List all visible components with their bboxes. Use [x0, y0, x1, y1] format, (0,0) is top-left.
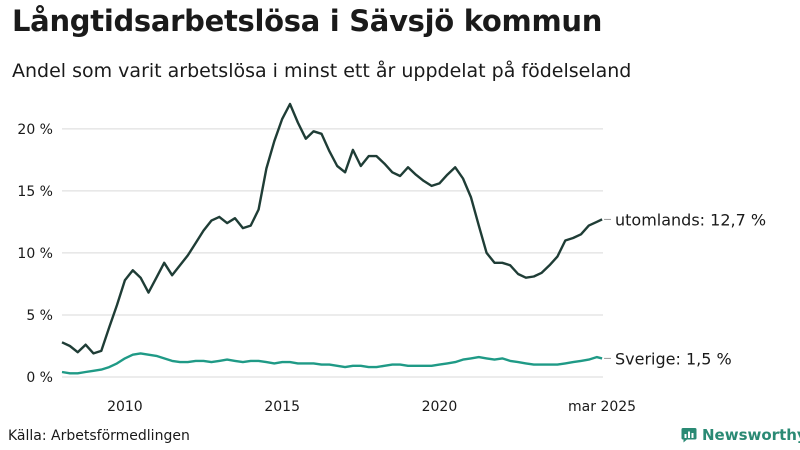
series-end-label-utomlands: utomlands: 12,7 %	[615, 210, 766, 229]
x-axis-ticks: 2010 2015 2020 mar 2025	[107, 399, 636, 415]
brand-logo[interactable]: Newsworthy	[681, 426, 800, 444]
y-tick-label: 0 %	[26, 370, 53, 386]
chart-title: Långtidsarbetslösa i Sävsjö kommun	[12, 4, 603, 38]
y-tick-label: 5 %	[26, 308, 53, 324]
series-lines	[61, 102, 603, 375]
chart-subtitle: Andel som varit arbetslösa i minst ett å…	[12, 60, 632, 82]
y-axis-ticks: 0 % 5 % 10 % 15 % 20 %	[17, 122, 53, 386]
x-tick-label: 2010	[107, 399, 143, 415]
x-tick-label: mar 2025	[568, 399, 636, 415]
series-end-labels: utomlands: 12,7 % Sverige: 1,5 %	[604, 210, 766, 368]
x-tick-label: 2020	[422, 399, 458, 415]
source-note: Källa: Arbetsförmedlingen	[8, 428, 190, 444]
series-line-utomlands	[61, 102, 603, 355]
gridlines	[62, 128, 603, 378]
newsworthy-logo-icon	[681, 427, 697, 443]
y-tick-label: 20 %	[17, 122, 53, 138]
y-tick-label: 10 %	[17, 246, 53, 262]
brand-name: Newsworthy	[702, 426, 800, 444]
y-tick-label: 15 %	[17, 184, 53, 200]
x-tick-label: 2015	[264, 399, 300, 415]
series-end-label-sverige: Sverige: 1,5 %	[615, 349, 732, 368]
series-line-sverige	[61, 352, 603, 375]
